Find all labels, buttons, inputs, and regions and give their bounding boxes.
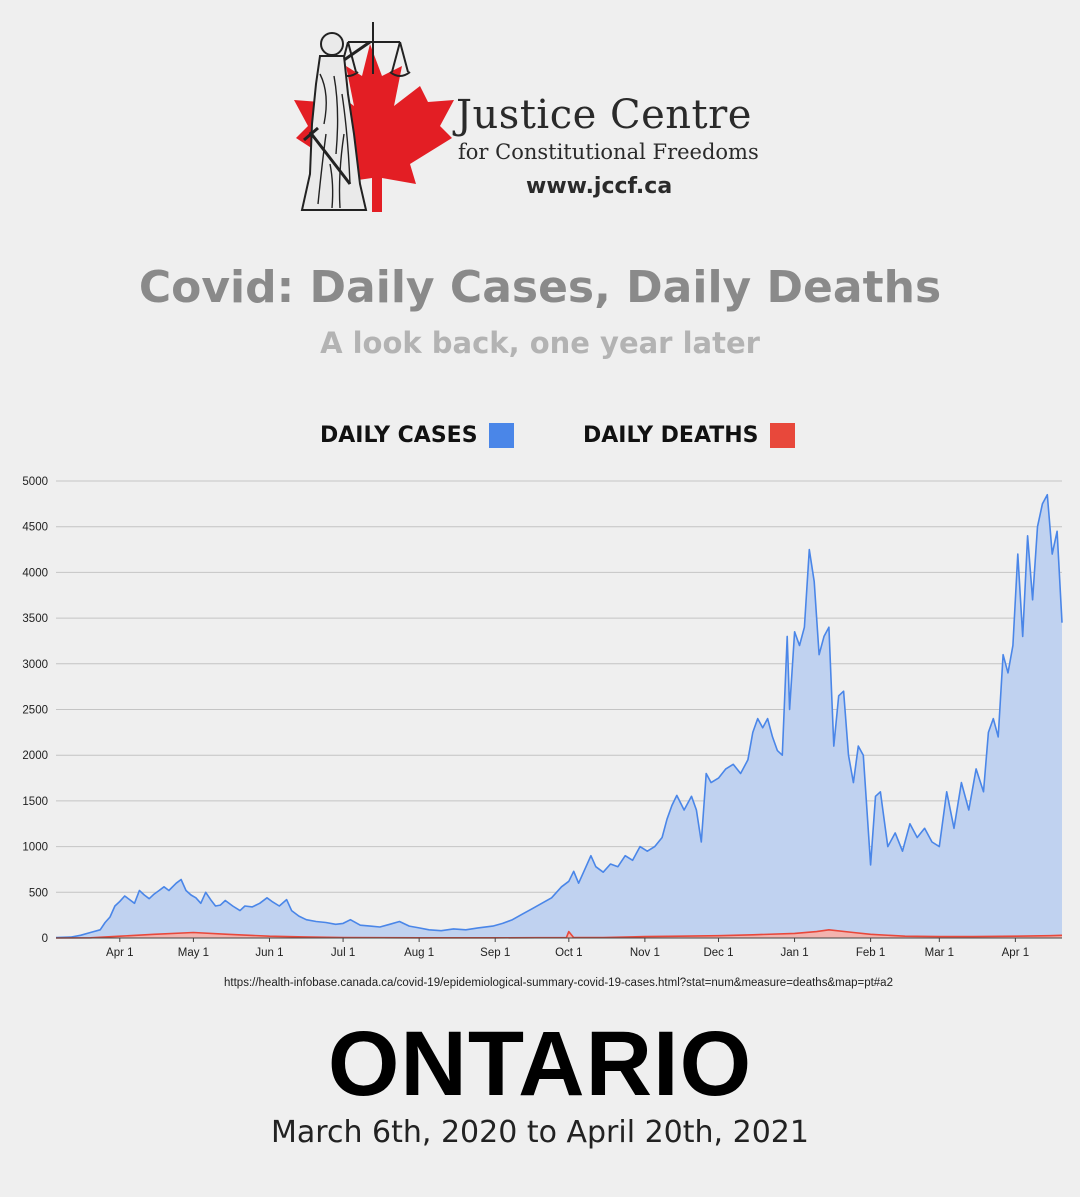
legend-swatch-cases (488, 422, 514, 448)
legend-swatch-deaths (769, 422, 795, 448)
org-name: Justice Centre (456, 92, 752, 138)
region-title: ONTARIO (327, 1013, 753, 1115)
y-tick-label: 5000 (22, 476, 48, 488)
x-tick-label: Aug 1 (404, 947, 434, 959)
legend-item-cases: DAILY CASES (320, 420, 514, 450)
x-tick-label: Apr 1 (106, 947, 134, 959)
chart-legend: DAILY CASES DAILY DEATHS (0, 420, 1080, 450)
chart-title: Covid: Daily Cases, Daily Deaths (138, 262, 942, 313)
deaths-area (56, 929, 1062, 938)
x-tick-label: Feb 1 (856, 947, 885, 959)
legend-label-deaths: DAILY DEATHS (583, 422, 759, 448)
jccf-logo: Justice Centre for Constitutional Freedo… (290, 14, 790, 214)
cases-deaths-area-chart: 0 500 1000 1500 2000 2500 3000 3500 4000 4500 5000… (22, 476, 1063, 959)
chart-subtitle: A look back, one year later (320, 326, 760, 360)
x-tick-label: Oct 1 (555, 947, 582, 959)
x-tick-label: Nov 1 (630, 947, 660, 959)
y-tick-label: 500 (29, 887, 48, 899)
maple-leaf-justice-icon (294, 22, 454, 212)
y-tick-label: 3000 (22, 659, 48, 671)
x-tick-label: Jun 1 (255, 947, 283, 959)
y-tick-label: 1000 (22, 842, 48, 854)
y-tick-label: 3500 (22, 613, 48, 625)
org-subtitle: for Constitutional Freedoms (458, 140, 759, 164)
x-tick-label: Jan 1 (780, 947, 808, 959)
date-range: March 6th, 2020 to April 20th, 2021 (271, 1115, 809, 1150)
cases-line (55, 493, 1063, 939)
x-tick-label: Apr 1 (1002, 947, 1030, 959)
x-tick-label: Dec 1 (703, 947, 733, 959)
source-url[interactable]: https://health-infobase.canada.ca/covid-… (224, 977, 893, 989)
org-url[interactable]: www.jccf.ca (526, 174, 673, 199)
y-tick-label: 1500 (22, 796, 48, 808)
legend-label-cases: DAILY CASES (320, 422, 478, 448)
y-tick-label: 4000 (22, 567, 48, 579)
y-tick-label: 2000 (22, 750, 48, 762)
y-tick-label: 4500 (22, 522, 48, 534)
x-tick-label: Sep 1 (480, 947, 510, 959)
cases-area (56, 494, 1062, 938)
y-tick-label: 2500 (22, 705, 48, 717)
x-tick-label: May 1 (178, 947, 209, 959)
x-tick-label: Mar 1 (925, 947, 954, 959)
legend-item-deaths: DAILY DEATHS (583, 420, 795, 450)
x-tick-label: Jul 1 (331, 947, 355, 959)
deaths-line (55, 929, 1063, 939)
y-tick-label: 0 (42, 933, 48, 945)
